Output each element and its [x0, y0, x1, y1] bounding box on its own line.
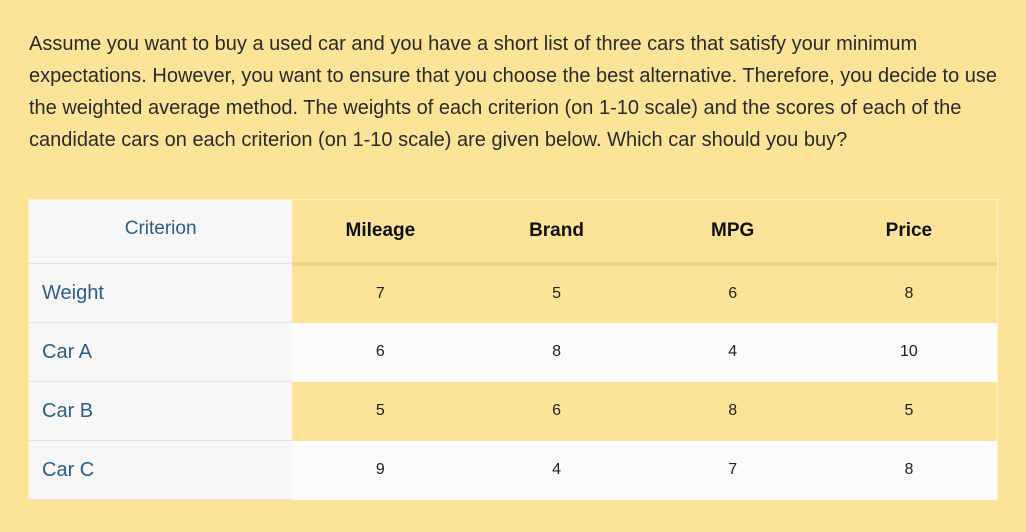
- table-row-car-c: Car C 9 4 7 8: [29, 440, 997, 500]
- table-cell: 5: [292, 381, 469, 441]
- table-cell: 4: [644, 322, 821, 382]
- row-label-weight: Weight: [29, 263, 293, 323]
- row-label-car-c: Car C: [29, 440, 293, 500]
- table-header-row: Criterion Mileage Brand MPG Price: [29, 200, 997, 266]
- header-price: Price: [820, 200, 997, 266]
- criteria-table-container: Criterion Mileage Brand MPG Price Weight…: [29, 200, 997, 500]
- header-criterion: Criterion: [29, 200, 293, 264]
- table-cell: 6: [292, 322, 469, 382]
- table-cell: 5: [820, 381, 997, 441]
- criteria-table: Criterion Mileage Brand MPG Price Weight…: [29, 200, 997, 500]
- header-brand: Brand: [468, 200, 645, 266]
- header-mpg: MPG: [644, 200, 821, 266]
- table-row-weight: Weight 7 5 6 8: [29, 263, 997, 323]
- table-cell: 5: [468, 263, 645, 323]
- table-cell: 4: [468, 440, 645, 500]
- table-cell: 8: [820, 440, 997, 500]
- table-cell: 9: [292, 440, 469, 500]
- header-mileage: Mileage: [292, 200, 469, 266]
- table-cell: 10: [820, 322, 997, 382]
- row-label-car-b: Car B: [29, 381, 293, 441]
- table-row-car-a: Car A 6 8 4 10: [29, 322, 997, 382]
- question-text: Assume you want to buy a used car and yo…: [29, 33, 997, 151]
- row-label-car-a: Car A: [29, 322, 293, 382]
- table-cell: 6: [468, 381, 645, 441]
- table-cell: 6: [644, 263, 821, 323]
- table-cell: 7: [292, 263, 469, 323]
- table-row-car-b: Car B 5 6 8 5: [29, 381, 997, 441]
- table-cell: 7: [644, 440, 821, 500]
- table-cell: 8: [820, 263, 997, 323]
- table-cell: 8: [644, 381, 821, 441]
- table-cell: 8: [468, 322, 645, 382]
